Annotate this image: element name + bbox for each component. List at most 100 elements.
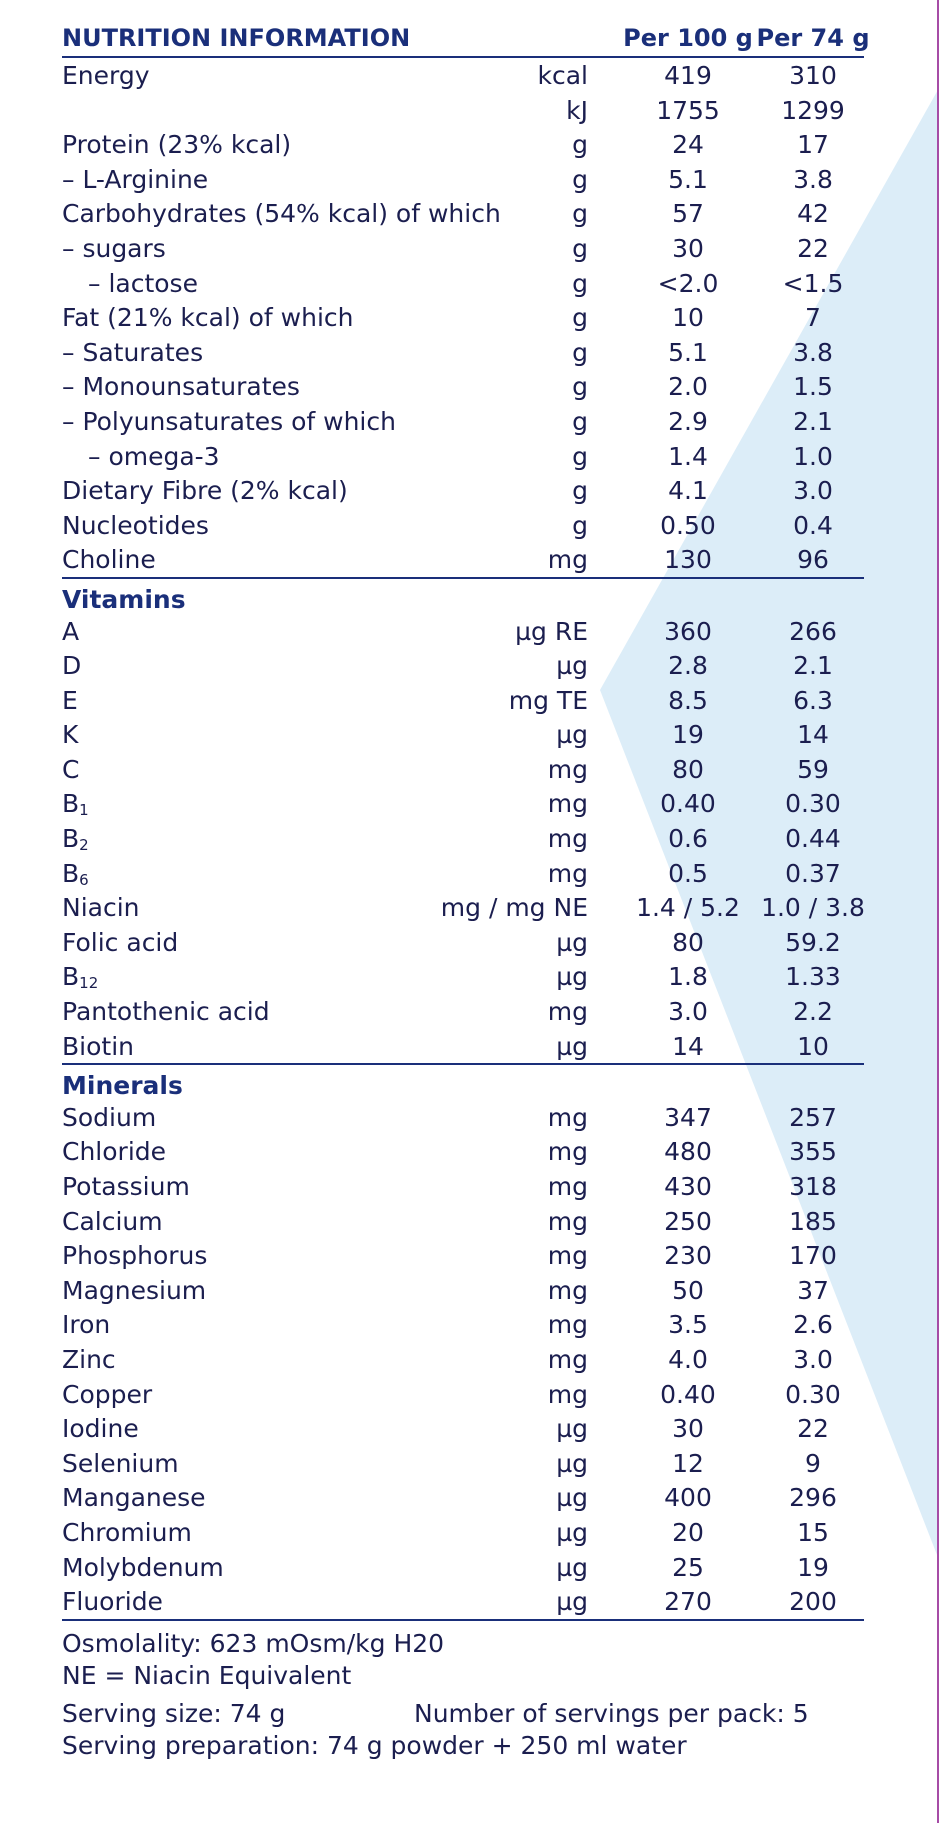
nutrient-name: Energy	[62, 61, 150, 90]
nutrient-name: – sugars	[62, 233, 166, 263]
nutrient-name: Chromium	[62, 1517, 192, 1547]
value-per-100g: 130	[664, 545, 712, 575]
nutrient-row: kJ 1755 1299	[62, 93, 864, 128]
nutrient-unit: µg	[556, 1587, 588, 1617]
nutrient-name: Fluoride	[62, 1587, 163, 1617]
value-per-100g: 30	[672, 1414, 704, 1444]
value-per-serving: 0.30	[785, 789, 841, 819]
nutrient-unit: µg	[556, 1031, 588, 1061]
mineral-row: Iodine µg 30 22	[62, 1411, 864, 1446]
nutrient-row: Carbohydrates (54% kcal) of which g 57 42	[62, 196, 864, 231]
nutrient-name: Selenium	[62, 1448, 179, 1478]
nutrient-name: B2	[62, 824, 89, 855]
value-per-100g: 1.4	[668, 441, 708, 471]
mineral-row: Magnesium mg 50 37	[62, 1273, 864, 1308]
value-per-serving: 59.2	[785, 927, 841, 957]
value-per-100g: 12	[672, 1448, 704, 1478]
value-per-serving: 200	[789, 1587, 837, 1617]
nutrient-row: – lactose g <2.0 <1.5	[62, 266, 864, 301]
mineral-row: Copper mg 0.40 0.30	[62, 1377, 864, 1412]
nutrient-name: Sodium	[62, 1102, 157, 1132]
value-per-serving: 1.5	[793, 372, 833, 402]
nutrient-unit: mg	[547, 545, 588, 575]
value-per-serving: 2.2	[793, 997, 833, 1027]
nutrient-name: Manganese	[62, 1483, 206, 1513]
nutrient-row: – L-Arginine g 5.1 3.8	[62, 162, 864, 197]
nutrient-name: Magnesium	[62, 1275, 207, 1305]
value-per-100g: 30	[672, 233, 704, 263]
value-per-100g: 5.1	[668, 337, 708, 367]
nutrient-name: Carbohydrates (54% kcal) of which	[62, 199, 501, 229]
value-per-100g: 8.5	[668, 685, 708, 715]
mineral-row: Manganese µg 400 296	[62, 1480, 864, 1515]
nutrient-name: Potassium	[62, 1172, 190, 1201]
value-per-serving: 0.44	[785, 824, 841, 854]
nutrient-row: Dietary Fibre (2% kcal) g 4.1 3.0	[62, 473, 864, 508]
vitamins-heading: Vitamins	[62, 576, 864, 614]
nutrient-row: – Monounsaturates g 2.0 1.5	[62, 369, 864, 404]
nutrient-row: Nucleotides g 0.50 0.4	[62, 508, 864, 543]
value-per-serving: 19	[797, 1552, 829, 1582]
nutrient-name: B6	[62, 858, 89, 889]
nutrient-unit: g	[572, 164, 588, 194]
mineral-row: Chloride mg 480 355	[62, 1134, 864, 1169]
nutrient-unit: g	[572, 303, 588, 333]
vitamin-row: Niacin mg / mg NE 1.4 / 5.2 1.0 / 3.8	[62, 890, 865, 925]
vitamins-title: Vitamins	[62, 584, 186, 614]
nutrient-name: Copper	[62, 1379, 153, 1409]
value-per-serving: 59	[797, 754, 829, 784]
nutrient-unit: mg	[547, 1275, 588, 1305]
nutrient-unit: g	[572, 130, 588, 160]
nutrient-name: Molybdenum	[62, 1552, 224, 1582]
table-header: NUTRITION INFORMATION Per 100 g Per 74 g	[62, 18, 870, 58]
nutrient-unit: mg	[547, 754, 588, 784]
value-per-serving: 14	[797, 720, 829, 750]
nutrient-name: Biotin	[62, 1031, 134, 1061]
value-per-serving: 1.0 / 3.8	[761, 893, 865, 923]
nutrient-name: E	[62, 685, 78, 715]
value-per-100g: 480	[664, 1137, 712, 1167]
vitamin-row: B12 µg 1.8 1.33	[62, 959, 864, 994]
table-title: NUTRITION INFORMATION	[62, 24, 411, 52]
value-per-serving: 2.1	[793, 406, 833, 436]
nutrient-subscript: 2	[79, 836, 89, 855]
mineral-row: Chromium µg 20 15	[62, 1515, 864, 1550]
value-per-serving: 266	[789, 616, 837, 646]
nutrient-row: – Polyunsaturates of which g 2.9 2.1	[62, 404, 864, 439]
mineral-row: Calcium mg 250 185	[62, 1204, 864, 1239]
value-per-serving: 9	[805, 1448, 821, 1478]
value-per-serving: 3.0	[793, 476, 833, 506]
serving-preparation: Serving preparation: 74 g powder + 250 m…	[62, 1730, 687, 1760]
value-per-100g: 0.50	[660, 510, 716, 540]
value-per-100g: 57	[672, 199, 704, 229]
nutrient-name: – Saturates	[62, 337, 204, 367]
value-per-serving: 2.6	[793, 1310, 833, 1340]
nutrient-name: B12	[62, 962, 99, 993]
nutrition-panel: NUTRITION INFORMATION Per 100 g Per 74 g…	[62, 18, 870, 1763]
value-per-serving: 37	[797, 1275, 829, 1305]
nutrient-unit: mg	[547, 824, 588, 854]
value-per-100g: 4.1	[668, 476, 708, 506]
value-per-serving: 296	[789, 1483, 837, 1513]
nutrient-subscript: 6	[79, 870, 89, 889]
value-per-100g: 0.6	[668, 824, 708, 854]
main-nutrients: Energy kcal 419 310 kJ 1755 1299 Protein (23% k…	[62, 58, 864, 577]
value-per-serving: 185	[789, 1206, 837, 1236]
value-per-100g: 5.1	[668, 164, 708, 194]
value-per-serving: 1.0	[793, 441, 833, 471]
value-per-100g: <2.0	[657, 268, 719, 298]
nutrient-name: Dietary Fibre (2% kcal)	[62, 476, 348, 506]
value-per-serving: 7	[805, 303, 821, 333]
nutrient-unit: g	[572, 372, 588, 402]
value-per-100g: 3.5	[668, 1310, 708, 1340]
nutrient-unit: mg	[547, 1241, 588, 1271]
value-per-100g: 80	[672, 754, 704, 784]
nutrient-row: Energy kcal 419 310	[62, 58, 864, 93]
value-per-100g: 80	[672, 927, 704, 957]
value-per-serving: 22	[797, 233, 829, 263]
nutrient-name: A	[62, 616, 80, 646]
value-per-serving: 3.8	[793, 337, 833, 367]
value-per-100g: 0.5	[668, 858, 708, 888]
